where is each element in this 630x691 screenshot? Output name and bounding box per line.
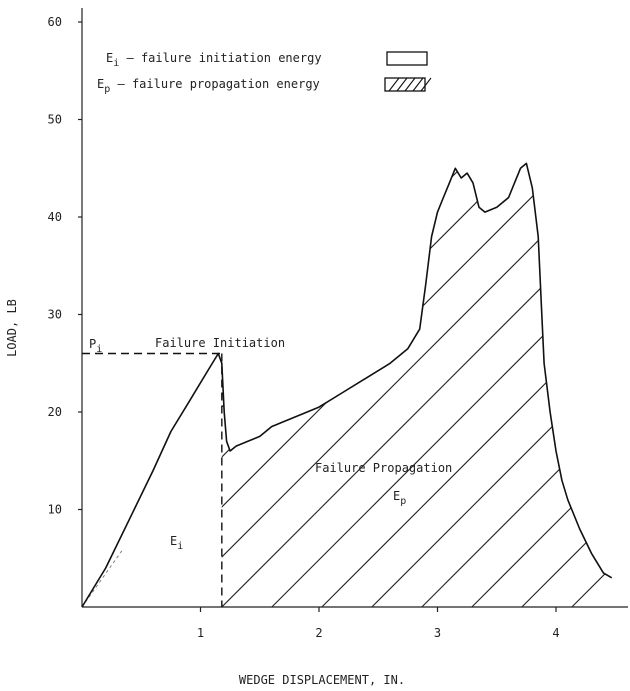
x-tick-label: 4 <box>552 626 559 640</box>
ei-label: Ei <box>170 534 183 552</box>
hatch-line <box>471 163 612 607</box>
hatch-line <box>221 163 273 607</box>
hatch-line <box>221 163 612 607</box>
hatch-line <box>221 163 523 607</box>
pi-label: Pi <box>89 337 102 355</box>
legend-hatch-line <box>412 77 424 92</box>
ep-label: Ep <box>393 489 406 507</box>
hatch-line <box>421 163 612 607</box>
legend-hatch-line <box>420 77 432 92</box>
hatch-line <box>221 163 612 607</box>
x-tick-label: 3 <box>434 626 441 640</box>
hatch-line <box>371 163 612 607</box>
hatch-line <box>221 163 612 607</box>
y-tick-label: 20 <box>48 405 62 419</box>
y-axis-label: LOAD, LB <box>5 299 19 357</box>
legend-swatch-open <box>386 51 428 66</box>
hatch-line <box>221 163 573 607</box>
propagation-hatch-area <box>221 0 630 607</box>
hatch-line <box>321 163 612 607</box>
hatch-line <box>521 163 612 607</box>
hatch-line <box>271 163 612 607</box>
legend-hatch-line <box>388 77 400 92</box>
y-tick-label: 30 <box>48 308 62 322</box>
legend-hatch-line <box>396 77 408 92</box>
y-tick-label: 50 <box>48 113 62 127</box>
hatch-line <box>622 0 630 607</box>
load-curve-line <box>81 162 613 608</box>
y-tick-label: 10 <box>48 503 62 517</box>
hatch-line <box>221 163 612 607</box>
failure-initiation-label: Failure Initiation <box>155 336 285 350</box>
hatch-line <box>221 163 612 607</box>
legend: Ei – failure initiation energy Ep – fail… <box>97 51 432 95</box>
x-axis-label: WEDGE DISPLACEMENT, IN. <box>239 673 405 687</box>
failure-propagation-label: Failure Propagation <box>315 461 452 475</box>
hatch-line <box>221 163 423 607</box>
y-tick-label: 60 <box>48 15 62 29</box>
hatch-line <box>221 163 223 607</box>
legend-item-initiation-label: Ei – failure initiation energy <box>106 51 322 69</box>
hatch-line <box>571 163 612 607</box>
legend-item-propagation-label: Ep – failure propagation energy <box>97 77 320 95</box>
legend-swatch-hatch-lines <box>388 77 432 92</box>
legend-hatch-line <box>404 77 416 92</box>
y-tick-label: 40 <box>48 210 62 224</box>
x-tick-label: 1 <box>197 626 204 640</box>
hatch-line <box>221 163 612 607</box>
x-tick-label: 2 <box>315 626 322 640</box>
